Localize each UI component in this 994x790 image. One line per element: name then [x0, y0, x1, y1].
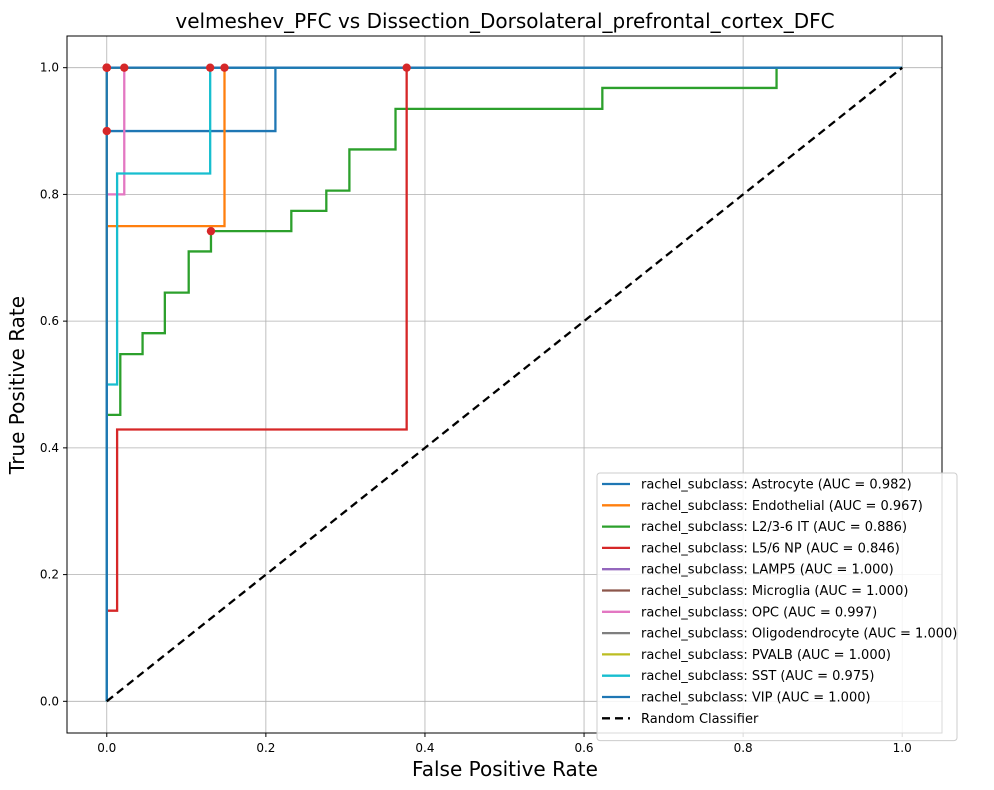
plot-lines [105, 66, 903, 703]
operating-point-marker [120, 63, 129, 72]
chart-title: velmeshev_PFC vs Dissection_Dorsolateral… [175, 9, 834, 33]
operating-point-marker [402, 63, 411, 72]
y-tick-label: 0.0 [40, 694, 59, 708]
legend-entry-label: rachel_subclass: Endothelial (AUC = 0.96… [641, 499, 923, 514]
y-tick-label: 0.8 [40, 187, 59, 201]
x-tick-label: 0.0 [97, 741, 116, 755]
y-tick-label: 0.4 [40, 441, 59, 455]
legend-entry-label: rachel_subclass: L2/3-6 IT (AUC = 0.886) [641, 520, 907, 535]
legend-entry-label: rachel_subclass: VIP (AUC = 1.000) [641, 691, 871, 706]
y-tick-label: 0.2 [40, 568, 59, 582]
x-tick-label: 0.6 [574, 741, 593, 755]
x-axis-ticks: 0.0 0.2 0.4 0.6 0.8 1.0 [97, 733, 912, 755]
operating-point-marker [102, 63, 111, 72]
legend-entry-label: rachel_subclass: OPC (AUC = 0.997) [641, 605, 877, 620]
operating-point-marker [205, 63, 215, 72]
x-tick-label: 1.0 [893, 741, 912, 755]
x-tick-label: 0.4 [415, 741, 434, 755]
legend-entry-label: rachel_subclass: SST (AUC = 0.975) [641, 669, 874, 684]
y-axis-ticks: 0.0 0.2 0.4 0.6 0.8 1.0 [40, 61, 67, 708]
legend-entry-label: Random Classifier [641, 712, 759, 727]
legend-entry-label: rachel_subclass: Oligodendrocyte (AUC = … [641, 627, 957, 642]
y-axis-label: True Positive Rate [5, 296, 29, 475]
legend-box [596, 472, 958, 742]
x-axis-label: False Positive Rate [412, 757, 598, 781]
y-tick-label: 1.0 [40, 61, 59, 75]
legend-entry-label: rachel_subclass: L5/6 NP (AUC = 0.846) [641, 541, 900, 556]
plot-frame [66, 35, 943, 734]
legend-entry-label: rachel_subclass: LAMP5 (AUC = 1.000) [641, 563, 894, 578]
operating-point-marker [220, 63, 229, 72]
operating-point-marker [206, 226, 216, 236]
legend-entry-label: rachel_subclass: Microglia (AUC = 1.000) [641, 584, 908, 599]
operating-point-marker [102, 126, 111, 136]
legend-entry-label: rachel_subclass: PVALB (AUC = 1.000) [641, 648, 891, 663]
legend-entry-label: rachel_subclass: Astrocyte (AUC = 0.982) [641, 478, 912, 493]
x-tick-label: 0.2 [256, 741, 275, 755]
grid [67, 36, 942, 733]
plot-markers [102, 63, 411, 236]
x-tick-label: 0.8 [734, 741, 753, 755]
series-line-11 [106, 66, 903, 703]
series-line-2 [105, 66, 903, 702]
y-tick-label: 0.6 [40, 314, 59, 328]
legend: rachel_subclass: Astrocyte (AUC = 0.982)… [596, 472, 958, 742]
